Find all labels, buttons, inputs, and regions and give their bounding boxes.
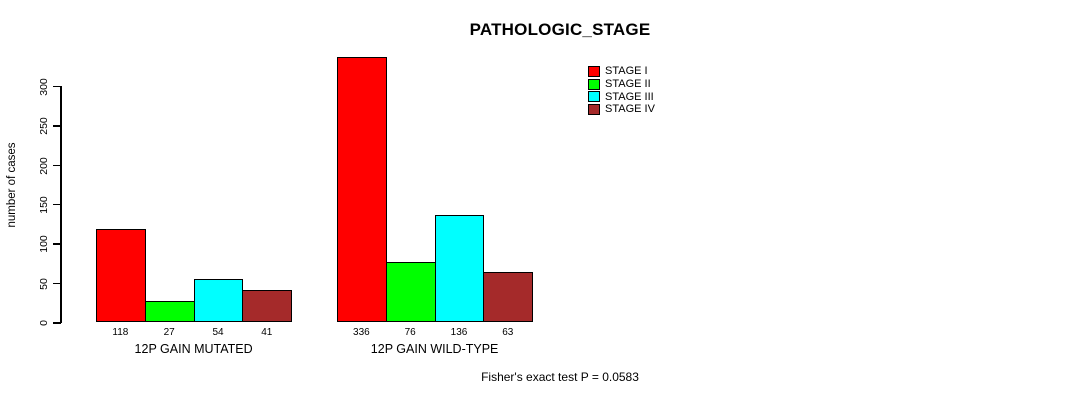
legend: STAGE I STAGE II STAGE III STAGE IV xyxy=(588,65,655,116)
legend-swatch-stage-i xyxy=(588,65,600,77)
bar-value-label: 336 xyxy=(353,327,370,338)
y-tick-label: 150 xyxy=(38,196,50,214)
chart-title: PATHOLOGIC_STAGE xyxy=(469,20,651,39)
y-tick xyxy=(53,243,61,245)
legend-label: STAGE III xyxy=(605,90,654,103)
legend-item: STAGE III xyxy=(588,91,655,104)
bar-stage-ii xyxy=(144,300,195,322)
bar-value-label: 54 xyxy=(212,327,224,338)
bar-stage-ii xyxy=(385,262,436,322)
bar-stage-i xyxy=(337,57,387,322)
y-tick xyxy=(53,164,61,167)
bar-value-label: 63 xyxy=(502,327,514,338)
y-tick-label: 0 xyxy=(38,320,50,326)
legend-label: STAGE II xyxy=(605,77,651,90)
bar-stage-i xyxy=(96,229,146,322)
y-tick-label: 250 xyxy=(38,117,50,135)
y-tick xyxy=(53,125,61,127)
bar-value-label: 41 xyxy=(261,327,273,338)
bar-value-label: 118 xyxy=(112,327,129,338)
legend-item: STAGE II xyxy=(588,78,655,91)
legend-item: STAGE IV xyxy=(588,103,655,116)
legend-label: STAGE I xyxy=(605,65,648,77)
legend-label: STAGE IV xyxy=(605,103,655,116)
bar-stage-iv xyxy=(483,272,534,322)
bar-stage-iii xyxy=(434,214,485,322)
y-tick-label: 300 xyxy=(38,78,50,96)
y-tick-label: 100 xyxy=(38,235,50,254)
y-tick xyxy=(53,203,61,206)
bar-stage-iii xyxy=(193,279,244,322)
bar-value-label: 27 xyxy=(163,327,175,338)
legend-swatch-stage-ii xyxy=(588,78,600,90)
y-tick xyxy=(53,322,61,324)
bar-stage-iv xyxy=(242,289,293,322)
bar-value-label: 76 xyxy=(404,327,416,338)
y-tick xyxy=(53,85,61,88)
y-tick xyxy=(53,282,61,285)
y-axis-label: number of cases xyxy=(6,142,18,228)
y-tick-label: 200 xyxy=(38,156,50,175)
bar-value-label: 136 xyxy=(450,327,468,338)
legend-swatch-stage-iv xyxy=(588,104,600,116)
legend-swatch-stage-iii xyxy=(588,91,600,103)
legend-item: STAGE I xyxy=(588,65,655,78)
y-tick-label: 50 xyxy=(38,277,50,290)
x-group-label: 12P GAIN MUTATED xyxy=(134,342,253,356)
x-group-label: 12P GAIN WILD-TYPE xyxy=(370,342,499,356)
fisher-test-annotation: Fisher's exact test P = 0.0583 xyxy=(481,370,639,384)
